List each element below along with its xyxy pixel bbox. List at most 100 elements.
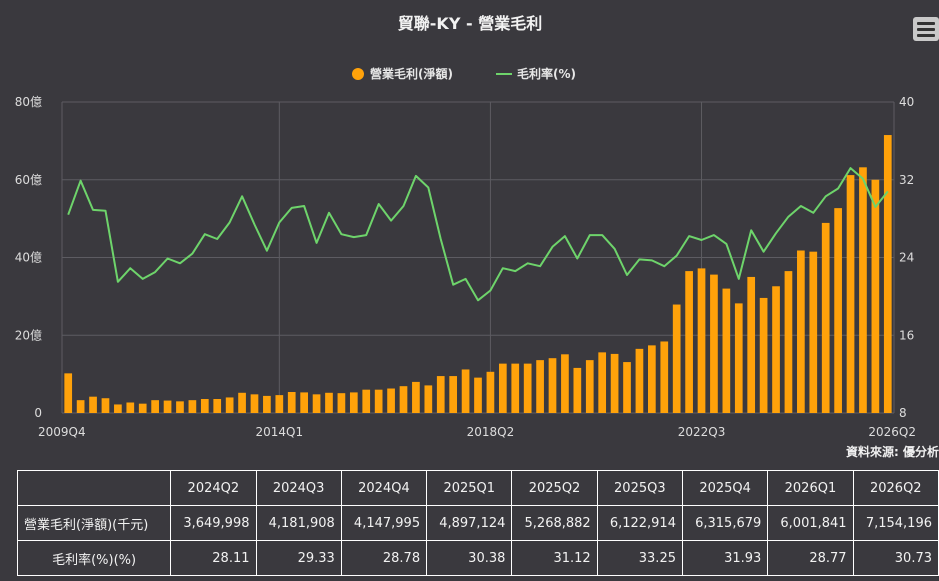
- bar: [349, 392, 358, 413]
- table-header-row: 2024Q2 2024Q3 2024Q4 2025Q1 2025Q2 2025Q…: [16, 470, 939, 506]
- bar: [710, 274, 718, 413]
- table-cell: 6,315,679: [681, 505, 769, 541]
- bar: [436, 376, 445, 413]
- bar: [784, 271, 793, 413]
- period-header: 2026Q2: [852, 470, 939, 506]
- bar: [821, 222, 830, 413]
- legend-line-label: 毛利率(%): [517, 66, 576, 81]
- period-header: 2024Q2: [170, 470, 257, 506]
- bar: [89, 396, 97, 413]
- bar: [287, 392, 296, 413]
- table-cell: 4,181,908: [255, 505, 342, 541]
- menu-bar: [917, 22, 935, 25]
- x-tick-label: 2014Q1: [256, 425, 304, 439]
- bar: [859, 167, 867, 413]
- bar: [846, 175, 855, 413]
- bar: [312, 394, 321, 413]
- bar: [238, 392, 246, 413]
- bar: [374, 389, 383, 413]
- legend-bar-marker: [352, 68, 364, 80]
- row-label: 毛利率(%)(%): [16, 540, 172, 576]
- y-left-tick-label: 40億: [15, 251, 42, 265]
- period-header: 2025Q2: [511, 470, 598, 506]
- table-cell: 7,154,196: [852, 505, 939, 541]
- row-label: 營業毛利(淨額)(千元): [16, 505, 172, 541]
- bar: [263, 395, 271, 413]
- table-cell: 28.77: [767, 540, 854, 576]
- table-cell: 28.78: [340, 540, 428, 576]
- period-header: 2026Q1: [767, 470, 854, 506]
- menu-bar: [917, 28, 935, 31]
- margin-line: [67, 167, 889, 302]
- bar: [138, 403, 147, 413]
- bar: [548, 358, 557, 413]
- bar: [772, 286, 780, 413]
- table-cell: 29.33: [255, 540, 342, 576]
- table-cell: 4,147,995: [340, 505, 428, 541]
- bar: [648, 345, 656, 413]
- bar: [399, 386, 408, 413]
- legend-bar-label: 營業毛利(淨額): [370, 66, 453, 81]
- data-source: 資料來源: 優分析: [846, 445, 939, 459]
- x-tick-label: 2018Q2: [467, 425, 515, 439]
- bar: [498, 363, 507, 413]
- table-cell: 5,268,882: [511, 505, 598, 541]
- bar: [573, 367, 582, 413]
- bar-series: [64, 135, 892, 413]
- bar: [225, 397, 234, 413]
- bar: [474, 377, 482, 413]
- bar: [660, 341, 669, 413]
- table-row: 營業毛利(淨額)(千元) 3,649,998 4,181,908 4,147,9…: [16, 505, 939, 541]
- line-series: [67, 167, 889, 302]
- table-cell: 6,001,841: [767, 505, 854, 541]
- chart-menu-button[interactable]: [913, 17, 939, 41]
- bar: [883, 135, 892, 413]
- bar: [523, 363, 532, 413]
- legend[interactable]: 營業毛利(淨額) 毛利率(%): [352, 66, 576, 81]
- bar: [114, 404, 122, 413]
- menu-bar: [917, 34, 935, 37]
- y-left-tick-label: 60億: [15, 173, 42, 187]
- bar: [871, 179, 880, 413]
- bar: [200, 399, 209, 413]
- bar: [536, 360, 544, 413]
- bar: [561, 354, 569, 413]
- table-cell: 3,649,998: [170, 505, 257, 541]
- bar: [635, 348, 644, 413]
- table-cell: 28.11: [170, 540, 257, 576]
- bar: [275, 395, 284, 413]
- table-cell: 30.73: [852, 540, 939, 576]
- bar: [722, 288, 731, 413]
- x-tick-label: 2022Q3: [678, 425, 726, 439]
- bar: [300, 392, 308, 413]
- bar: [734, 303, 743, 413]
- table-row: 毛利率(%)(%) 28.11 29.33 28.78 30.38 31.12 …: [16, 540, 939, 576]
- bar: [461, 369, 470, 413]
- bar: [151, 400, 159, 413]
- table-cell: 6,122,914: [596, 505, 683, 541]
- table-cell: 31.12: [511, 540, 598, 576]
- table-corner: [16, 470, 172, 506]
- chart-title: 貿聯-KY - 營業毛利: [398, 14, 542, 33]
- bar: [685, 271, 693, 413]
- bar: [797, 250, 805, 413]
- period-header: 2025Q4: [681, 470, 769, 506]
- bar: [76, 400, 85, 413]
- x-tick-label: 2026Q2: [868, 425, 916, 439]
- bar: [697, 268, 706, 413]
- table-cell: 30.38: [426, 540, 513, 576]
- chart: 貿聯-KY - 營業毛利 0 8 20億 16 40億 24 60億 32 80億 40 2009Q…: [15, 14, 916, 439]
- period-header: 2024Q4: [340, 470, 428, 506]
- bar: [176, 401, 184, 413]
- bar: [424, 385, 433, 413]
- bar: [623, 362, 631, 413]
- period-header: 2025Q3: [596, 470, 683, 506]
- y-left-tick-label: 80億: [15, 95, 42, 109]
- bar: [362, 389, 371, 413]
- period-header: 2025Q1: [426, 470, 513, 506]
- bar: [250, 394, 259, 413]
- bar: [598, 352, 607, 413]
- y-right-tick-label: 32: [899, 173, 914, 187]
- bar: [101, 398, 110, 413]
- bar: [126, 402, 135, 413]
